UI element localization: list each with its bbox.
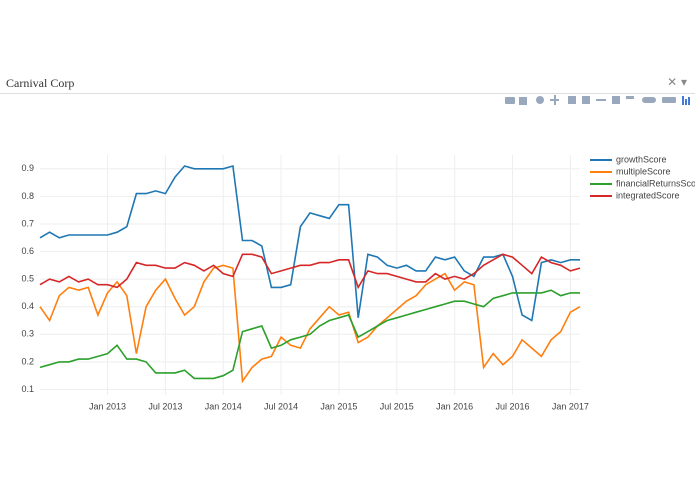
x-tick-label: Jul 2015 bbox=[380, 401, 414, 411]
y-tick-label: 0.2 bbox=[21, 356, 34, 366]
dropdown-controls: ✕ ▾ bbox=[667, 75, 687, 89]
x-tick-label: Jul 2014 bbox=[264, 401, 298, 411]
y-tick-label: 0.5 bbox=[21, 274, 34, 284]
x-tick-label: Jul 2016 bbox=[495, 401, 529, 411]
y-tick-label: 0.7 bbox=[21, 218, 34, 228]
series-line bbox=[39, 264, 581, 384]
x-tick-label: Jan 2016 bbox=[436, 401, 473, 411]
y-tick-label: 0.6 bbox=[21, 246, 34, 256]
x-tick-label: Jul 2013 bbox=[148, 401, 182, 411]
modebar[interactable] bbox=[505, 95, 690, 105]
legend-label: financialReturnsScore bbox=[616, 178, 695, 188]
y-tick-label: 0.9 bbox=[21, 163, 34, 173]
y-tick-label: 0.1 bbox=[21, 384, 34, 394]
legend-label: multipleScore bbox=[616, 166, 671, 176]
legend-label: integratedScore bbox=[616, 190, 680, 200]
x-tick-label: Jan 2017 bbox=[552, 401, 589, 411]
y-tick-label: 0.4 bbox=[21, 301, 34, 311]
y-tick-label: 0.8 bbox=[21, 191, 34, 201]
series-line bbox=[39, 289, 580, 380]
legend-label: growthScore bbox=[616, 154, 667, 164]
company-dropdown[interactable]: Carnival Corp ✕ ▾ bbox=[0, 73, 695, 94]
series-line bbox=[39, 164, 580, 322]
y-tick-label: 0.3 bbox=[21, 329, 34, 339]
dropdown-value: Carnival Corp bbox=[6, 76, 75, 90]
series-line bbox=[39, 253, 581, 290]
x-tick-label: Jan 2014 bbox=[205, 401, 242, 411]
x-tick-label: Jan 2015 bbox=[320, 401, 357, 411]
x-tick-label: Jan 2013 bbox=[89, 401, 126, 411]
